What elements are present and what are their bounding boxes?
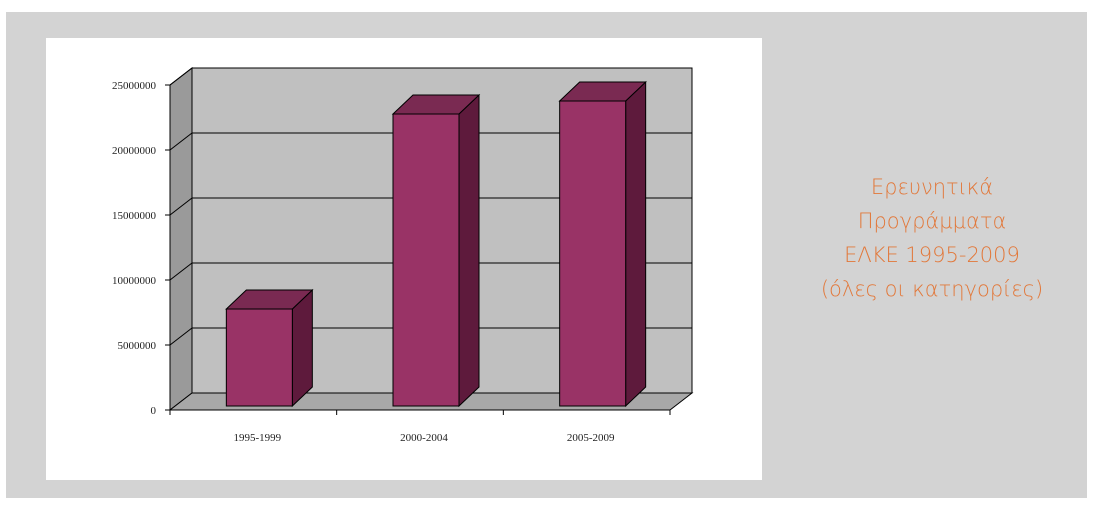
- side-wall: [170, 68, 192, 410]
- chart-caption: Ερευνητικά Προγράμματα ΕΛΚΕ 1995-2009 (ό…: [772, 170, 1092, 306]
- y-tick-label: 20000000: [112, 145, 157, 157]
- bar: [393, 95, 479, 406]
- caption-line-4: (όλες οι κατηγορίες): [772, 272, 1092, 306]
- bar: [226, 290, 312, 406]
- chart-container: 0 5000000 10000000 15000000 20000000 25000000…: [46, 38, 762, 480]
- x-axis-ticks: 1995-1999 2000-2004 2005-2009: [170, 410, 670, 444]
- bar-front: [226, 309, 292, 406]
- y-axis-ticks: 0 5000000 10000000 15000000 20000000 25000000: [112, 80, 170, 417]
- caption-line-3: ΕΛΚΕ 1995-2009: [772, 238, 1092, 272]
- bar-side: [292, 290, 312, 406]
- y-tick-label: 10000000: [112, 275, 157, 287]
- caption-line-2: Προγράμματα: [772, 204, 1092, 238]
- bar-front: [393, 114, 459, 406]
- bar-front: [560, 101, 626, 406]
- y-tick-label: 0: [151, 405, 157, 417]
- y-tick-label: 5000000: [118, 340, 157, 352]
- x-tick-label: 1995-1999: [233, 432, 281, 444]
- y-tick-label: 15000000: [112, 210, 157, 222]
- bar-side: [626, 82, 646, 406]
- caption-line-1: Ερευνητικά: [772, 170, 1092, 204]
- x-tick-label: 2005-2009: [567, 432, 615, 444]
- x-tick-label: 2000-2004: [400, 432, 448, 444]
- bar: [560, 82, 646, 406]
- bar-side: [459, 95, 479, 406]
- bar-chart: 0 5000000 10000000 15000000 20000000 25000000…: [46, 38, 762, 480]
- y-tick-label: 25000000: [112, 80, 157, 92]
